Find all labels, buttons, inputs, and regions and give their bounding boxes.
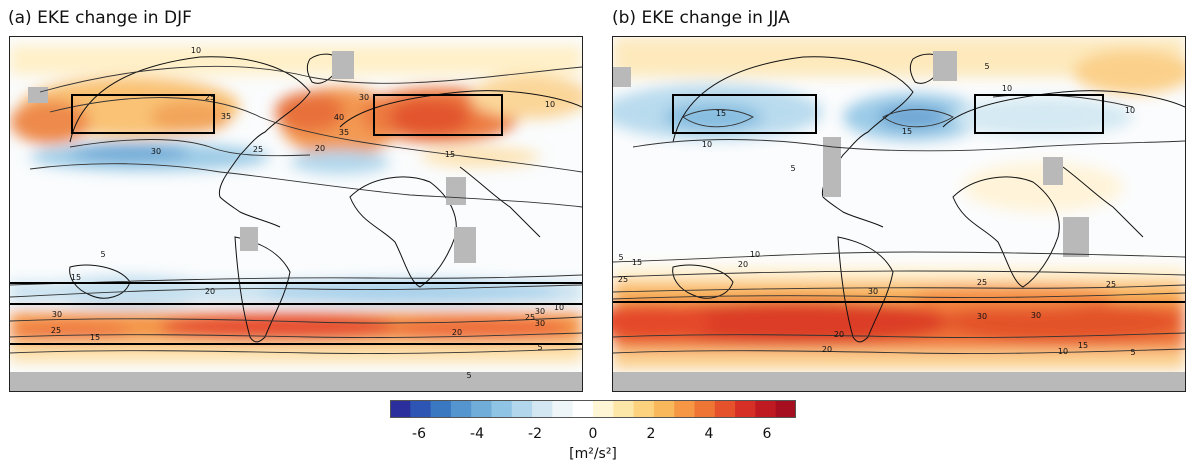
colorbar-tick-label: 4 [704,426,714,442]
colorbar-tick-label: -2 [528,426,542,442]
colorbar-tick-label: 6 [762,426,772,442]
colorbar-segment [694,400,716,418]
region-box-north-pacific [71,94,215,134]
land-mask-djf [10,51,582,391]
contour-label: 5 [984,62,989,71]
contour-label: 15 [632,258,642,267]
colorbar-segment [390,400,411,418]
land-mask-jja [613,51,1185,391]
contour-labels-djf: 1025353030403520251510202530155520302510… [51,46,564,380]
continents-djf [69,53,582,343]
contour-label: 15 [71,273,81,282]
contour-label: 10 [545,100,555,109]
region-box-north-pacific [672,94,817,134]
contour-label: 5 [618,253,623,262]
contours-jja [613,94,1185,354]
contour-label: 5 [1130,348,1135,357]
contour-label: 5 [100,250,105,259]
contour-label: 30 [868,287,878,296]
contour-label: 25 [253,145,263,154]
contour-label: 10 [191,46,201,55]
contour-label: 40 [334,113,344,122]
colorbar-frame [390,400,796,418]
map-panel-jja: 5 15 10 5 15 10 10 5 10 15 20 25 20 25 30 30 30 25 20 15 10 5 [612,36,1186,392]
contour-label: 15 [90,333,100,342]
contour-label: 25 [51,326,61,335]
colorbar-segment [775,400,796,418]
contour-label: 15 [445,150,455,159]
colorbar-segment [714,400,736,418]
map-panel-djf: 10 25 35 30 30 40 35 20 25 15 10 20 25 30 15 5 5 20 30 25 10… [9,36,583,392]
colorbar-segment [674,400,695,418]
colorbar-segment [572,400,594,418]
contour-label: 20 [452,328,462,337]
colorbar-segment [755,400,777,418]
colorbar-segment [593,400,614,418]
contour-label: 30 [535,307,545,316]
contours-djf [10,65,582,354]
colorbar-segment [613,400,634,418]
contour-label: 25 [977,278,987,287]
colorbar-tick-label: 2 [646,426,656,442]
region-boxes-djf [10,94,582,345]
colorbar-tick-label: 0 [588,426,598,442]
contour-label: 30 [359,93,369,102]
contour-label: 5 [537,343,542,352]
panel-b-title: (b) EKE change in JJA [612,8,790,28]
contour-label: 10 [750,250,760,259]
contour-label: 20 [315,144,325,153]
contour-label: 5 [466,371,471,380]
contour-label: 25 [525,313,535,322]
region-boxes-jja [613,94,1185,303]
region-box-north-atlantic-europe [974,94,1104,134]
colorbar-segment [735,400,756,418]
colorbar-segment [471,400,492,418]
colorbar-unit-label: [m²/s²] [569,446,617,462]
contour-label: 10 [554,303,564,312]
contour-label: 10 [1002,84,1012,93]
contour-label: 15 [716,109,726,118]
map-djf-svg: 1025353030403520251510202530155520302510… [10,37,582,391]
contour-label: 30 [1031,311,1041,320]
contour-label: 15 [902,127,912,136]
contour-label: 25 [618,275,628,284]
contour-label: 35 [339,128,349,137]
contour-label: 25 [205,93,215,102]
colorbar-tick-label: -6 [412,426,426,442]
colorbar-segment [633,400,655,418]
contour-label: 10 [702,140,712,149]
contour-label: 30 [151,147,161,156]
contour-label: 35 [221,112,231,121]
colorbar-segment [532,400,553,418]
contour-label: 10 [1058,347,1068,356]
colorbar-segment [552,400,574,418]
colorbar-segment [430,400,452,418]
colorbar-segment [491,400,513,418]
colorbar-segment [511,400,533,418]
contour-label: 20 [205,287,215,296]
continents-jja [672,53,1185,343]
contour-label: 30 [535,319,545,328]
colorbar [390,400,796,418]
contour-labels-jja: 5 15 10 5 15 10 10 5 10 15 20 25 20 25 30 30 30 25 20 15 10 5 [618,62,1136,357]
colorbar-segment [450,400,472,418]
contour-label: 10 [1125,106,1135,115]
colorbar-segment [653,400,675,418]
contour-label: 20 [822,345,832,354]
contour-label: 20 [834,330,844,339]
contour-label: 30 [977,312,987,321]
map-jja-svg: 5 15 10 5 15 10 10 5 10 15 20 25 20 25 30 30 30 25 20 15 10 5 [613,37,1185,391]
region-box-north-atlantic-europe [373,94,503,136]
contour-label: 30 [52,310,62,319]
colorbar-tick-label: -4 [470,426,484,442]
colorbar-segment [410,400,431,418]
contour-label: 15 [1078,341,1088,350]
contour-label: 20 [738,260,748,269]
contour-label: 25 [1106,280,1116,289]
contour-label: 5 [790,164,795,173]
panel-a-title: (a) EKE change in DJF [8,8,192,28]
